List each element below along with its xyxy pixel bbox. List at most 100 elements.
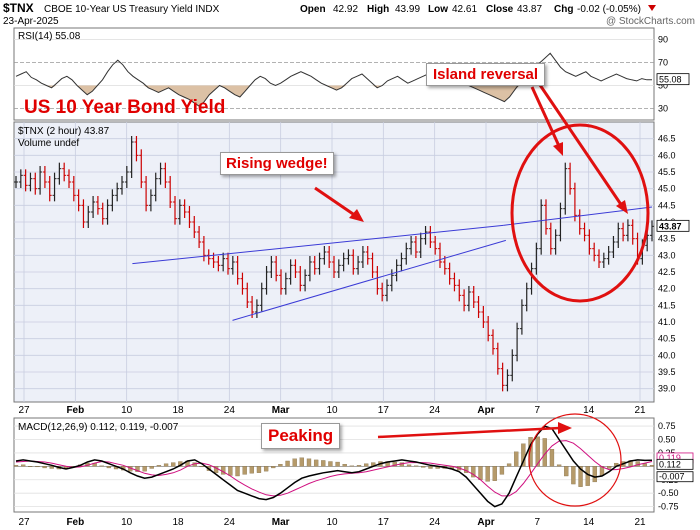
macd-histogram-bar: [406, 464, 412, 467]
macd-histogram-bar: [349, 465, 355, 467]
macd-histogram-bar: [414, 465, 419, 467]
macd-histogram-bar: [571, 466, 576, 485]
macd-histogram-bar: [364, 463, 369, 467]
date-tick-label: 7: [535, 405, 541, 416]
price-tick-label: 46.0: [658, 150, 676, 160]
macd-histogram-bar: [306, 458, 312, 467]
macd-histogram-bar: [535, 436, 540, 467]
rsi-frame: [13, 27, 655, 121]
macd-histogram-bar: [242, 466, 247, 475]
date-tick-label: 10: [121, 517, 133, 528]
macd-line: [15, 425, 653, 508]
price-tick-label: 43.0: [658, 250, 676, 260]
chart-date: 23-Apr-2025: [3, 16, 59, 27]
symbol-name: CBOE 10-Year US Treasury Yield INDX: [44, 4, 220, 15]
date-tick-label: 24: [429, 517, 441, 528]
macd-signal-line: [15, 440, 653, 497]
macd-histogram-bar: [249, 466, 254, 474]
date-tick-label: 17: [378, 517, 390, 528]
macd-histogram-bar: [271, 466, 276, 469]
rsi-tick-label: 30: [658, 104, 668, 114]
peaking-annotation: Peaking: [261, 423, 341, 449]
price-tick-label: 41.0: [658, 317, 676, 327]
price-tick-label: 45.0: [658, 184, 676, 194]
island-arrowhead-2: [616, 200, 628, 214]
macd-hist-last-box: [656, 471, 694, 483]
macd-histogram-bar: [549, 449, 555, 467]
peaking-arrowhead: [558, 422, 572, 434]
macd-histogram-bar: [199, 466, 204, 468]
price-tick-label: 42.0: [658, 284, 676, 294]
price-tick-label: 40.5: [658, 334, 676, 344]
wedge-lower-line: [232, 239, 506, 321]
macd-signal-last-value: 0.119: [659, 453, 681, 463]
date-tick-label: Mar: [272, 405, 290, 416]
rsi-oversold-fill: [16, 85, 652, 107]
macd-histogram-bar: [256, 466, 262, 473]
macd-histogram-bar: [421, 466, 426, 468]
low-value: 42.61: [452, 4, 477, 15]
macd-histogram-bar: [528, 437, 533, 467]
island-reversal-annotation: Island reversal: [426, 63, 546, 86]
open-value: 42.92: [333, 4, 358, 15]
date-tick-label: 27: [18, 517, 30, 528]
rsi-last-box: [656, 73, 690, 86]
date-tick-label: Feb: [66, 517, 84, 528]
peaking-arrow-line: [377, 426, 561, 439]
macd-histogram-bar: [28, 466, 33, 467]
macd-last-box: [656, 458, 694, 470]
date-tick-label: Apr: [477, 405, 494, 416]
price-tick-label: 43.5: [658, 234, 676, 244]
macd-histogram-bar: [292, 458, 297, 467]
date-tick-label: 18: [172, 517, 184, 528]
wedge-upper-line: [132, 224, 504, 265]
price-last-value: 43.87: [659, 221, 682, 231]
date-tick-label: 18: [172, 405, 184, 416]
date-tick-label: 24: [224, 517, 236, 528]
price-tick-label: 46.5: [658, 134, 676, 144]
date-tick-label: 14: [583, 405, 595, 416]
close-value: 43.87: [517, 4, 542, 15]
date-tick-label: 10: [326, 405, 338, 416]
open-label: Open: [300, 4, 326, 15]
close-label: Close: [486, 4, 514, 15]
macd-tick-label: 0.50: [658, 434, 676, 444]
macd-panel: -0.75-0.50-0.250.000.250.500.750.1190.11…: [13, 417, 694, 513]
date-tick-label: Feb: [66, 405, 84, 416]
price-tick-label: 39.5: [658, 367, 676, 377]
macd-histogram-bar: [106, 466, 112, 469]
macd-histogram-bar: [99, 465, 104, 467]
price-tick-label: 44.5: [658, 200, 676, 210]
macd-histogram-bar: [506, 463, 512, 467]
macd-histogram-bar: [278, 464, 283, 467]
macd-histogram-bar: [649, 465, 655, 467]
price-panel: 39.0 39.5 40.0 40.5 41.0 41.5 42.0 42.5 43.0 43.5…: [13, 121, 690, 403]
macd-histogram-bar: [35, 466, 40, 468]
macd-histogram-bar: [163, 463, 169, 467]
price-tick-label: 39.0: [658, 384, 676, 394]
macd-histogram-bar: [328, 461, 333, 467]
macd-histogram-bar: [392, 461, 397, 467]
date-tick-label: 24: [429, 405, 441, 416]
macd-histogram-bar: [585, 466, 590, 486]
price-tick-label: 45.5: [658, 167, 676, 177]
rsi-tick-label: 90: [658, 35, 668, 45]
rsi-tick-label: 50: [658, 81, 668, 91]
macd-histogram-bar: [485, 466, 490, 482]
island-arrow-line-1: [530, 86, 561, 147]
date-axis-top: 27 Feb 10 18 24 Mar 10 17 24 Apr 7 14 21: [18, 405, 646, 416]
date-tick-label: 10: [121, 405, 133, 416]
date-axis-bottom: 27 Feb 10 18 24 Mar 10 17 24 Apr 7 14 21: [18, 517, 646, 528]
macd-histogram-bar: [221, 466, 226, 475]
price-tick-label: 42.5: [658, 267, 676, 277]
symbol: $TNX: [3, 1, 34, 15]
island-circle: [510, 123, 650, 303]
rsi-panel: 30 50 70 90 55.08 RSI(14) 55.08: [13, 27, 690, 121]
macd-histogram-bar: [313, 459, 319, 467]
high-label: High: [367, 4, 389, 15]
date-tick-label: 14: [583, 517, 595, 528]
macd-histogram-bar: [556, 464, 562, 467]
price-tick-label: 41.5: [658, 300, 676, 310]
macd-label: MACD(12,26,9) 0.112, 0.119, -0.007: [18, 422, 179, 433]
